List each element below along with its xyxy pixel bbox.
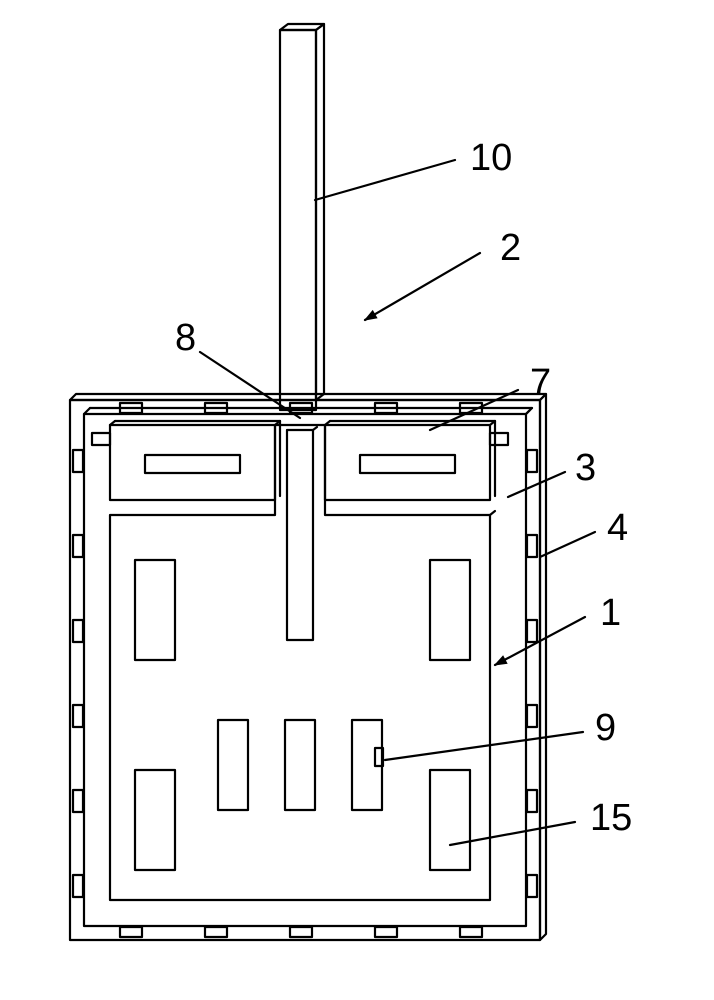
label-text: 3 — [575, 447, 596, 489]
label-text: 2 — [500, 227, 521, 269]
main-plate — [110, 425, 495, 900]
arrowhead-icon — [365, 311, 377, 320]
handle — [280, 24, 324, 410]
label-text: 1 — [600, 592, 621, 634]
top-block — [92, 421, 280, 500]
callout-1: 1 — [495, 592, 621, 665]
frame-slots — [73, 403, 537, 937]
callout-8: 8 — [175, 317, 300, 418]
plate-slots — [135, 560, 470, 870]
label-text: 4 — [607, 507, 628, 549]
callout-9: 9 — [385, 707, 616, 760]
label-text: 15 — [590, 797, 632, 839]
arrowhead-icon — [495, 656, 507, 665]
callouts: 10 2 8 7 34 1 9 15 — [175, 137, 632, 845]
label-text: 10 — [470, 137, 512, 179]
top-blocks — [92, 421, 508, 500]
outer-frame — [70, 394, 546, 940]
label-text: 7 — [530, 362, 551, 404]
callout-10: 10 — [315, 137, 512, 200]
callout-2: 2 — [365, 227, 521, 320]
callout-4: 4 — [540, 507, 628, 557]
diagram-canvas: 10 2 8 7 34 1 9 15 — [0, 0, 714, 1000]
callout-15: 15 — [450, 797, 632, 845]
top-block — [325, 421, 508, 500]
callout-3: 3 — [508, 447, 596, 497]
callout-7: 7 — [430, 362, 551, 430]
label-text: 9 — [595, 707, 616, 749]
center-notch — [287, 427, 317, 640]
label-text: 8 — [175, 317, 196, 359]
